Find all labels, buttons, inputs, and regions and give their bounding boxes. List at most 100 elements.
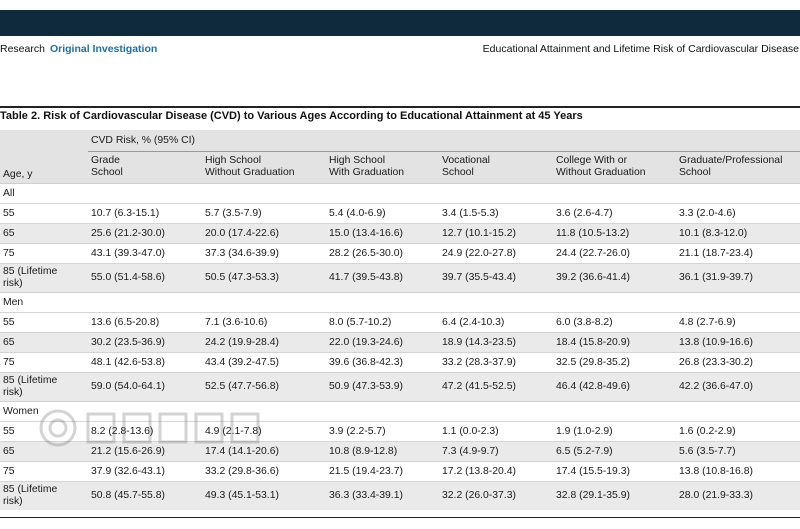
column-header-line: College With or	[556, 155, 628, 167]
risk-value-cell: 10.8 (8.9-12.8)	[326, 440, 439, 461]
risk-value-cell: 3.9 (2.2-5.7)	[326, 420, 439, 441]
age-label-line: risk)	[3, 386, 23, 398]
age-label-line: risk)	[3, 277, 23, 289]
table-row: 55 13.6 (6.5-20.8) 7.1 (3.6-10.6) 8.0 (5.7-…	[0, 311, 800, 332]
risk-value-cell: 47.2 (41.5-52.5)	[439, 371, 553, 401]
risk-value-cell: 33.2 (29.8-36.6)	[202, 460, 326, 481]
age-label-line: 85 (Lifetime	[3, 483, 58, 495]
risk-value-cell: 32.2 (26.0-37.3)	[439, 480, 553, 510]
risk-value-cell: 3.4 (1.5-5.3)	[439, 202, 553, 223]
risk-value-cell: 25.6 (21.2-30.0)	[88, 222, 202, 243]
column-header-line: School	[679, 167, 711, 179]
table-row: 75 43.1 (39.3-47.0) 37.3 (34.6-39.9) 28.2 (…	[0, 242, 800, 263]
section-label: Women	[0, 400, 800, 421]
column-header-line: High School	[329, 155, 386, 167]
column-header: High School With Graduation	[326, 151, 439, 183]
risk-value-cell: 48.1 (42.6-53.8)	[88, 351, 202, 372]
risk-value-cell: 5.4 (4.0-6.9)	[326, 202, 439, 223]
risk-value-cell: 50.9 (47.3-53.9)	[326, 371, 439, 401]
risk-value-cell: 36.1 (31.9-39.7)	[676, 262, 800, 292]
age-cell: 55	[0, 311, 88, 332]
column-header-line: Vocational	[442, 155, 490, 167]
risk-value-cell: 22.0 (19.3-24.6)	[326, 331, 439, 352]
risk-value-cell: 55.0 (51.4-58.6)	[88, 262, 202, 292]
risk-value-cell: 42.2 (36.6-47.0)	[676, 371, 800, 401]
risk-value-cell: 15.0 (13.4-16.6)	[326, 222, 439, 243]
risk-value-cell: 50.8 (45.7-55.8)	[88, 480, 202, 510]
table-row: 85 (Lifetime risk) 59.0 (54.0-64.1) 52.5 (4…	[0, 371, 800, 401]
age-cell: 65	[0, 331, 88, 352]
risk-value-cell: 12.7 (10.1-15.2)	[439, 222, 553, 243]
risk-value-cell: 11.8 (10.5-13.2)	[553, 222, 676, 243]
risk-value-cell: 37.9 (32.6-43.1)	[88, 460, 202, 481]
risk-value-cell: 46.4 (42.8-49.6)	[553, 371, 676, 401]
column-header: Vocational School	[439, 151, 553, 183]
age-label-line: 55	[3, 207, 15, 219]
age-label-line: 75	[3, 247, 15, 259]
age-cell: 65	[0, 222, 88, 243]
table-row: 85 (Lifetime risk) 50.8 (45.7-55.8) 49.3 (4…	[0, 480, 800, 510]
risk-value-cell: 21.2 (15.6-26.9)	[88, 440, 202, 461]
risk-value-cell: 28.0 (21.9-33.3)	[676, 480, 800, 510]
risk-value-cell: 24.4 (22.7-26.0)	[553, 242, 676, 263]
risk-value-cell: 18.9 (14.3-23.5)	[439, 331, 553, 352]
risk-value-cell: 8.0 (5.7-10.2)	[326, 311, 439, 332]
risk-value-cell: 5.6 (3.5-7.7)	[676, 440, 800, 461]
risk-value-cell: 36.3 (33.4-39.1)	[326, 480, 439, 510]
risk-value-cell: 32.5 (29.8-35.2)	[553, 351, 676, 372]
table-body: All 55 10.7 (6.3-15.1) 5.7 (3.5-7.9) 5.4 (4.…	[0, 182, 800, 510]
risk-value-cell: 3.3 (2.0-4.6)	[676, 202, 800, 223]
article-type-label: Original Investigation	[49, 43, 158, 55]
age-cell: 85 (Lifetime risk)	[0, 480, 88, 510]
table-row: 55 10.7 (6.3-15.1) 5.7 (3.5-7.9) 5.4 (4.0-6…	[0, 202, 800, 223]
risk-value-cell: 6.4 (2.4-10.3)	[439, 311, 553, 332]
table-title: Table 2. Risk of Cardiovascular Disease …	[0, 106, 800, 122]
risk-value-cell: 8.2 (2.8-13.6)	[88, 420, 202, 441]
journal-top-bar	[0, 10, 800, 36]
age-cell: 55	[0, 202, 88, 223]
column-header-line: Graduate/Professional	[679, 155, 783, 167]
cvd-risk-table: CVD Risk, % (95% CI) Age, y Grade School H…	[0, 130, 800, 510]
risk-value-cell: 41.7 (39.5-43.8)	[326, 262, 439, 292]
risk-value-cell: 4.9 (2.1-7.8)	[202, 420, 326, 441]
age-label-line: 85 (Lifetime	[3, 265, 58, 277]
table-row: 65 21.2 (15.6-26.9) 17.4 (14.1-20.6) 10.8 (…	[0, 440, 800, 461]
section-label: Men	[0, 291, 800, 312]
age-label-line: 65	[3, 336, 15, 348]
risk-value-cell: 17.2 (13.8-20.4)	[439, 460, 553, 481]
age-cell: 75	[0, 460, 88, 481]
section-label: Research	[0, 43, 45, 55]
table-row: 75 48.1 (42.6-53.8) 43.4 (39.2-47.5) 39.6 (…	[0, 351, 800, 372]
section-label: All	[0, 182, 800, 203]
age-label-line: risk)	[3, 495, 23, 507]
risk-value-cell: 59.0 (54.0-64.1)	[88, 371, 202, 401]
risk-value-cell: 43.1 (39.3-47.0)	[88, 242, 202, 263]
section-row: Men	[0, 291, 800, 312]
table-row: 75 37.9 (32.6-43.1) 33.2 (29.8-36.6) 21.5 (…	[0, 460, 800, 481]
age-cell: 75	[0, 242, 88, 263]
column-header-line: School	[91, 167, 123, 179]
risk-value-cell: 13.8 (10.9-16.6)	[676, 331, 800, 352]
risk-value-cell: 3.6 (2.6-4.7)	[553, 202, 676, 223]
age-label-line: 65	[3, 227, 15, 239]
risk-value-cell: 5.7 (3.5-7.9)	[202, 202, 326, 223]
risk-value-cell: 7.3 (4.9-9.7)	[439, 440, 553, 461]
age-label-line: 85 (Lifetime	[3, 374, 58, 386]
risk-value-cell: 21.1 (18.7-23.4)	[676, 242, 800, 263]
age-cell: 55	[0, 420, 88, 441]
risk-value-cell: 18.4 (15.8-20.9)	[553, 331, 676, 352]
risk-value-cell: 10.1 (8.3-12.0)	[676, 222, 800, 243]
empty-header-cell	[0, 130, 88, 152]
column-header-line: Without Graduation	[556, 167, 646, 179]
risk-value-cell: 26.8 (23.3-30.2)	[676, 351, 800, 372]
column-header: Grade School	[88, 151, 202, 183]
group-header: CVD Risk, % (95% CI)	[88, 130, 800, 152]
risk-value-cell: 49.3 (45.1-53.1)	[202, 480, 326, 510]
risk-value-cell: 6.0 (3.8-8.2)	[553, 311, 676, 332]
age-cell: 75	[0, 351, 88, 372]
column-header-line: With Graduation	[329, 167, 405, 179]
risk-value-cell: 20.0 (17.4-22.6)	[202, 222, 326, 243]
risk-value-cell: 43.4 (39.2-47.5)	[202, 351, 326, 372]
column-header-line: Without Graduation	[205, 167, 295, 179]
running-title: Educational Attainment and Lifetime Risk…	[482, 43, 799, 55]
